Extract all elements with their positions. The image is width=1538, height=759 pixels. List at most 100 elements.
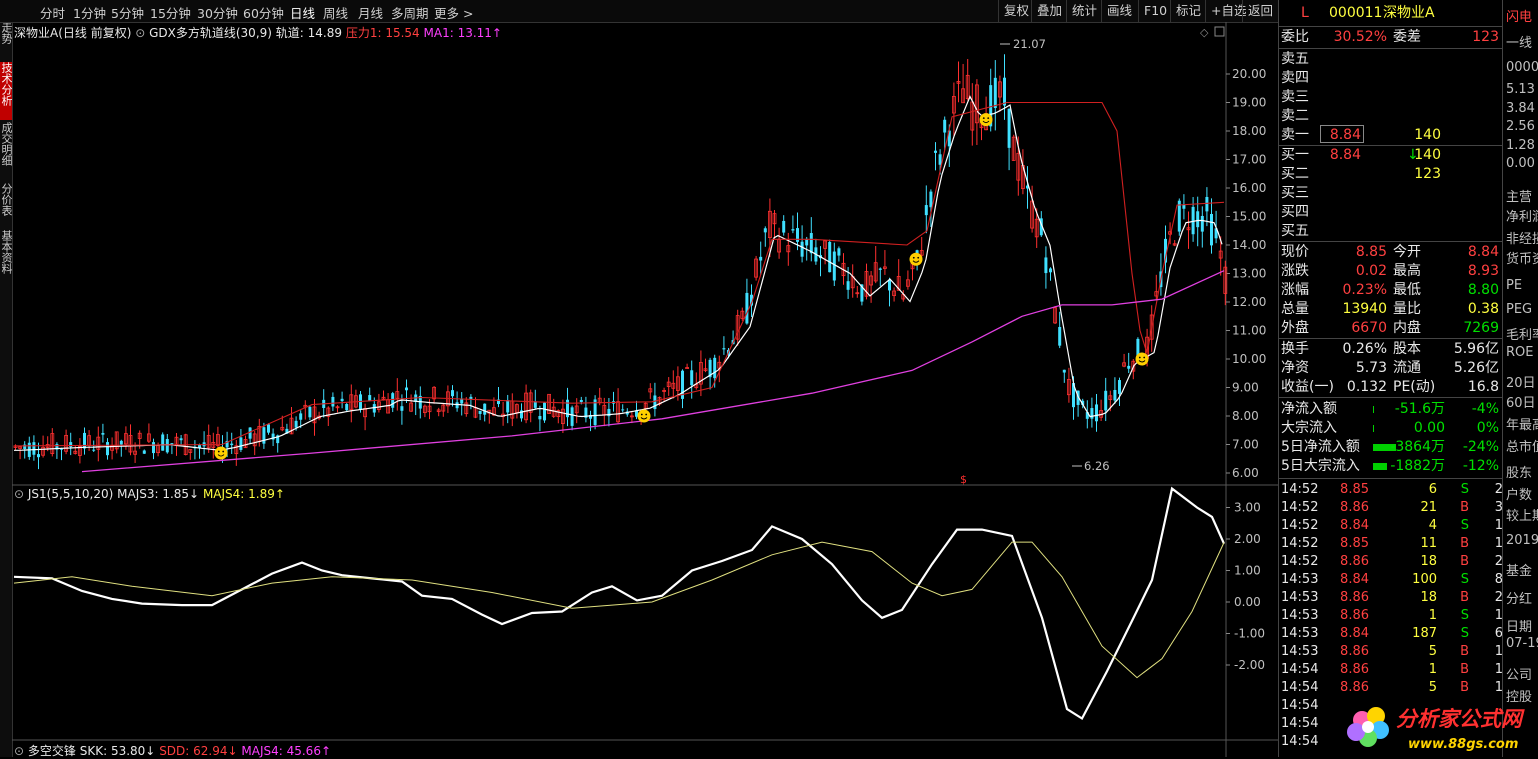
candle-body — [376, 401, 381, 410]
side-item: 1.28 — [1506, 138, 1535, 153]
candle-body — [69, 442, 73, 448]
period-tab-0[interactable]: 分时 — [40, 6, 66, 21]
candle-body — [1118, 380, 1121, 394]
stock-label: 深物业A(日线 前复权) — [14, 26, 132, 40]
side-item[interactable]: 一线 — [1506, 36, 1533, 51]
side-item: 户数 — [1506, 488, 1533, 503]
candle-body — [451, 390, 454, 397]
candle-body — [483, 403, 487, 415]
candle-body — [427, 405, 432, 413]
side-item: 07-19 — [1506, 636, 1538, 651]
candle-body — [763, 228, 767, 233]
candle-body — [78, 446, 82, 456]
toolbar-button-5[interactable]: 标记 — [1170, 0, 1206, 22]
candle-body — [331, 396, 335, 407]
indicator2-info: ⊙ 多空交锋 SKK: 53.80↓ SDD: 62.94↓ MAJS4: 45… — [14, 744, 332, 758]
stat-label: 收益(一) — [1281, 379, 1334, 395]
candle-body — [832, 251, 836, 281]
candle-body — [653, 395, 657, 410]
ind1-tick: 3.00 — [1234, 501, 1261, 515]
candle-body — [1044, 257, 1048, 274]
quote-label: 量比 — [1393, 301, 1421, 317]
candle-body — [478, 410, 482, 414]
side-item: 公司 — [1506, 668, 1533, 683]
bid-label: 买一 — [1281, 147, 1309, 163]
toolbar-button-2[interactable]: 统计 — [1066, 0, 1102, 22]
candle-body — [146, 433, 151, 442]
toolbar-button-7[interactable]: 返回 — [1242, 0, 1278, 22]
side-item[interactable]: 闪电 — [1506, 10, 1533, 25]
toolbar-button-4[interactable]: F10 — [1138, 0, 1172, 22]
tick-row: 14:54 — [1279, 696, 1503, 715]
tick-volume: 21 — [1420, 500, 1437, 515]
left-tab-3[interactable]: 分价表 — [0, 183, 12, 216]
flow-value: 0.00 — [1413, 420, 1445, 436]
quote-label: 最高 — [1393, 263, 1421, 279]
ind1-name[interactable]: JS1(5,5,10,20) — [27, 487, 114, 501]
period-tab-5[interactable]: 60分钟 — [243, 6, 284, 21]
candle-body — [1034, 218, 1039, 238]
candle-body — [409, 402, 414, 412]
candle-body — [1205, 196, 1209, 212]
indicator1-info: ⊙ JS1(5,5,10,20) MAJS3: 1.85↓ MAJS4: 1.8… — [14, 487, 285, 501]
candle-body — [1049, 268, 1052, 273]
period-tab-4[interactable]: 30分钟 — [197, 6, 238, 21]
ask-label: 卖二 — [1281, 108, 1309, 124]
tick-volume: 5 — [1428, 680, 1437, 695]
candle-body — [635, 410, 638, 417]
candle-body — [368, 395, 372, 401]
candle-body — [1007, 108, 1011, 148]
period-tab-1[interactable]: 1分钟 — [73, 6, 106, 21]
tick-price: 8.86 — [1340, 500, 1369, 515]
candle-body — [1127, 365, 1131, 369]
period-tab-3[interactable]: 15分钟 — [150, 6, 191, 21]
candle-body — [643, 402, 648, 409]
period-tab-10[interactable]: 更多 > — [434, 6, 474, 21]
weibi-value: 30.52% — [1333, 29, 1387, 45]
side-item: 2019 — [1506, 533, 1538, 548]
ind1-tick: 0.00 — [1234, 595, 1261, 609]
toolbar-button-0[interactable]: 复权 — [998, 0, 1034, 22]
candle-body — [1085, 412, 1089, 419]
tick-row: 14:53 8.84 187 S 6 — [1279, 624, 1503, 643]
candle-body — [1090, 408, 1094, 419]
candle-body — [165, 439, 169, 453]
flow-row: 5日净流入额 -3864万 -24% — [1279, 438, 1503, 457]
tick-time: 14:52 — [1281, 554, 1319, 569]
candle-body — [740, 310, 745, 319]
tick-side: S — [1460, 626, 1469, 641]
left-tab-4[interactable]: 基本资料 — [0, 230, 12, 274]
side-item: PEG — [1506, 302, 1533, 317]
ind1-tick: -2.00 — [1234, 658, 1265, 672]
tick-price: 8.86 — [1340, 554, 1369, 569]
candle-body — [722, 348, 726, 350]
period-tab-9[interactable]: 多周期 — [391, 6, 429, 21]
ind2-name[interactable]: 多空交锋 — [27, 744, 76, 758]
period-tab-7[interactable]: 周线 — [323, 6, 349, 21]
left-tab-2[interactable]: 成交明细 — [0, 122, 12, 166]
candle-body — [1076, 390, 1080, 405]
left-tab-1[interactable]: 技术分析 — [0, 62, 12, 120]
side-item: 60日 — [1506, 396, 1536, 411]
period-tab-8[interactable]: 月线 — [358, 6, 384, 21]
candle-body — [1122, 362, 1126, 367]
period-tab-2[interactable]: 5分钟 — [111, 6, 144, 21]
candle-body — [1016, 152, 1021, 181]
period-tab-6[interactable]: 日线 — [290, 6, 316, 21]
indicator-name[interactable]: GDX多方轨道线(30,9) — [149, 26, 272, 40]
candle-body — [106, 442, 109, 456]
candle-body — [83, 432, 86, 449]
tick-row: 14:53 8.86 5 B 1 — [1279, 642, 1503, 661]
candle-body — [993, 77, 997, 109]
pressure-line — [13, 101, 1225, 447]
tick-price: 8.84 — [1340, 572, 1369, 587]
toolbar-button-1[interactable]: 叠加 — [1031, 0, 1067, 22]
weicha-value: 123 — [1472, 29, 1499, 45]
kline-chart[interactable]: ◇ 20.00 19.00 18.00 17.00 16.00 15.00 14.00 13.0… — [12, 22, 1278, 757]
candle-body — [860, 284, 864, 302]
side-item: 3.84 — [1506, 101, 1535, 116]
candle-body — [1030, 200, 1034, 229]
tick-time: 14:53 — [1281, 572, 1319, 587]
toolbar-button-3[interactable]: 画线 — [1101, 0, 1137, 22]
toolbar-button-6[interactable]: +自选 — [1205, 0, 1251, 22]
